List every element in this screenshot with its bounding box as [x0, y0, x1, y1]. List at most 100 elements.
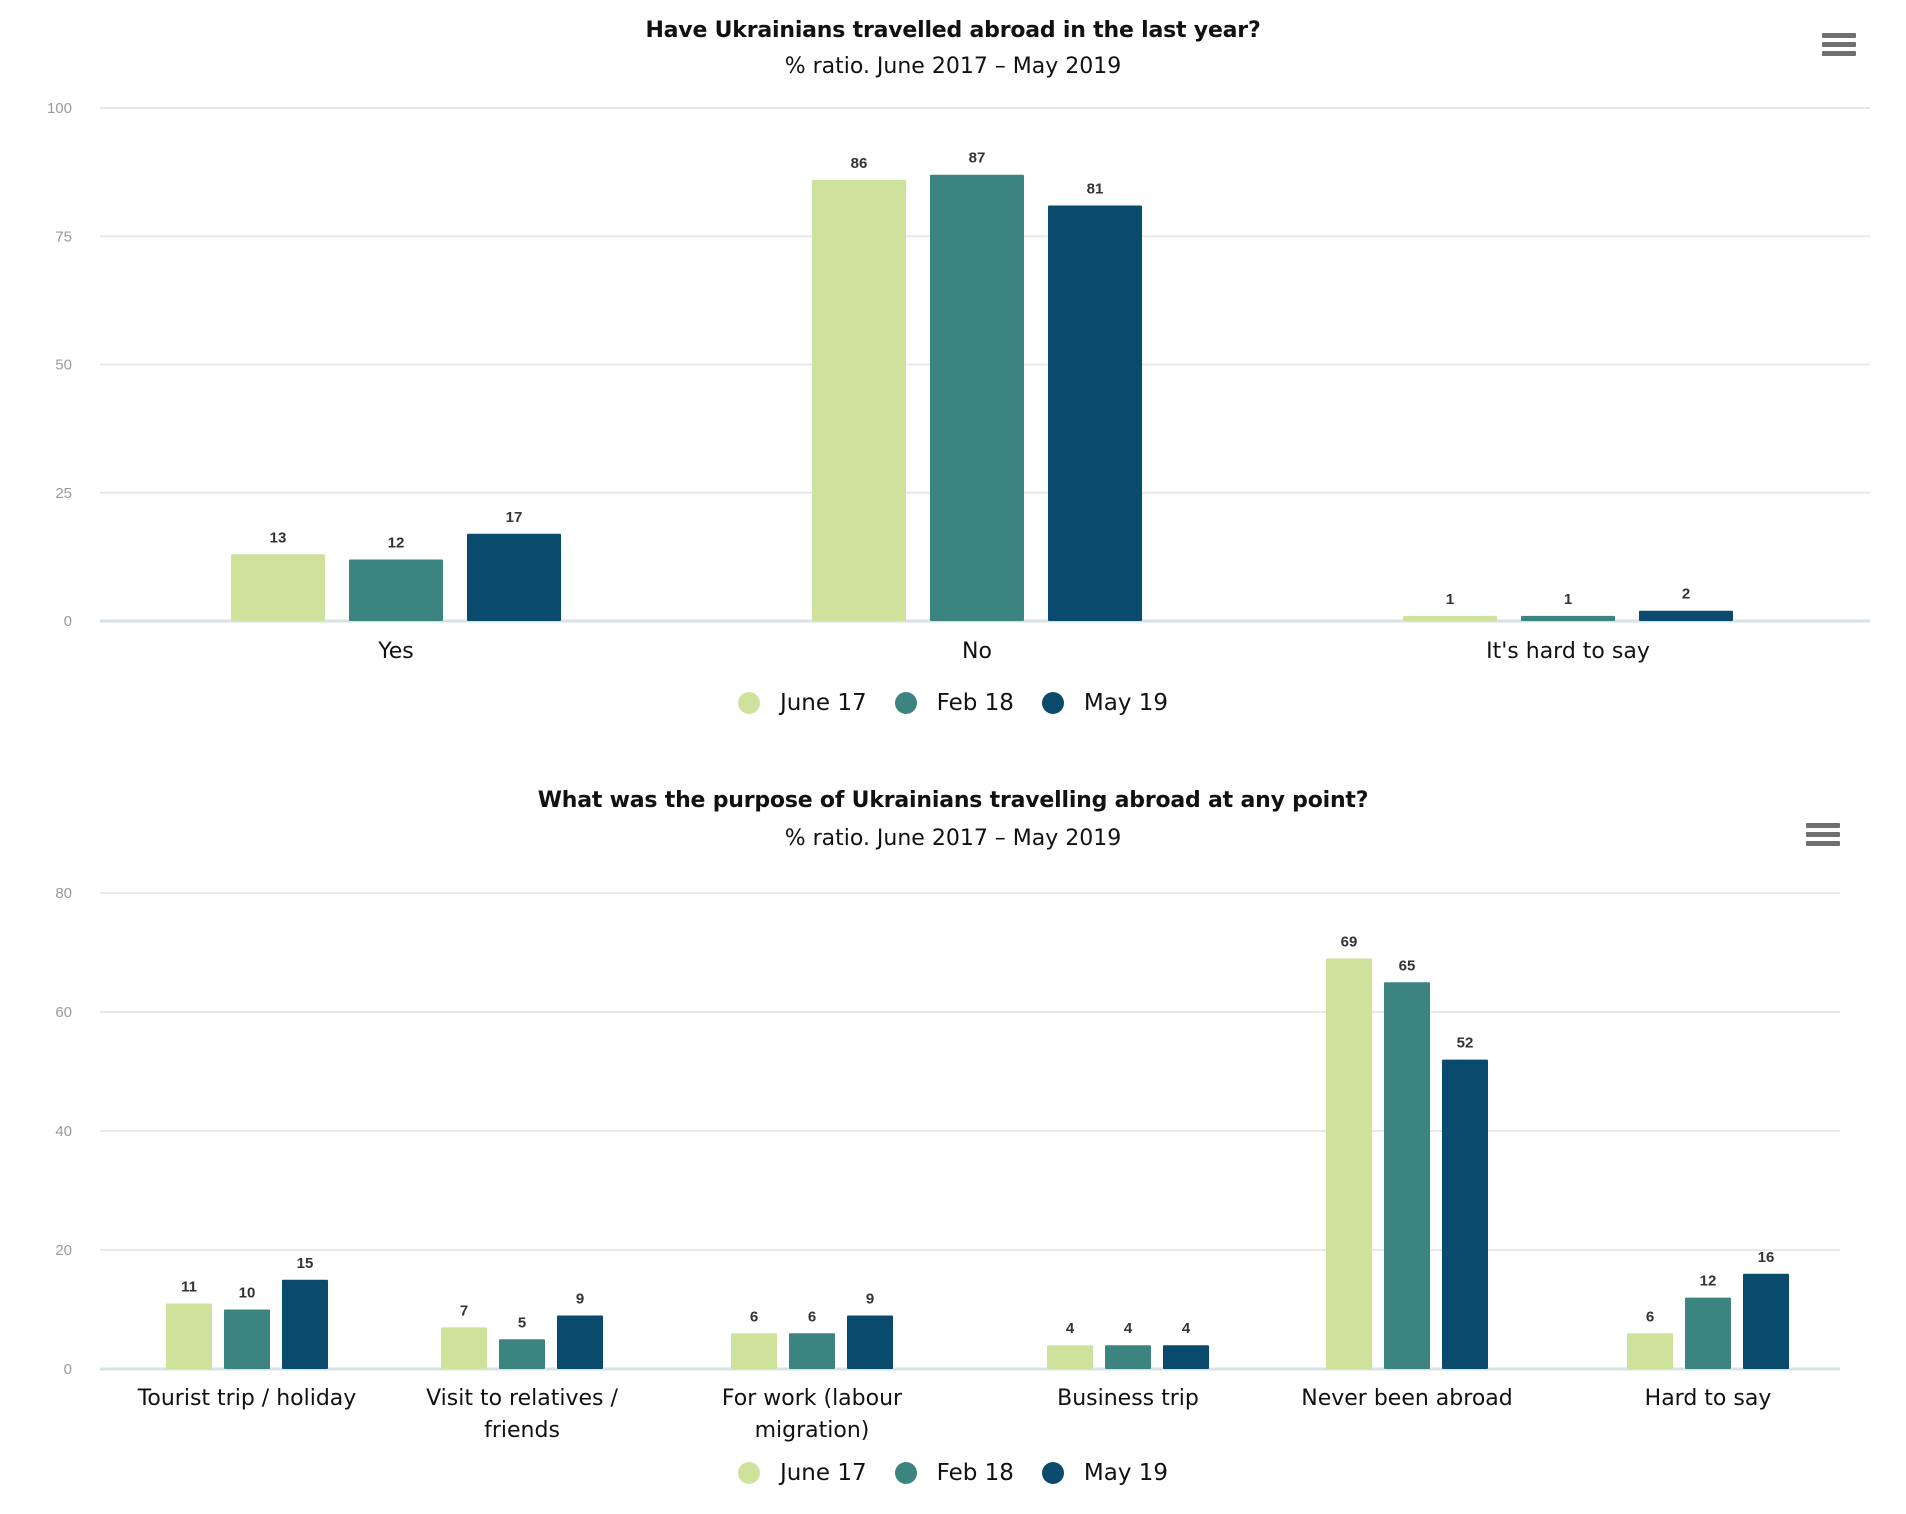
x-category-label-line: Tourist trip / holiday: [137, 1386, 357, 1411]
legend-dot-icon: [1041, 1462, 1064, 1484]
x-category-label: Hard to say: [1645, 1386, 1772, 1411]
x-category-label: Visit to relatives / friends: [426, 1386, 618, 1443]
x-category-label-line: Visit to relatives /: [426, 1386, 618, 1411]
bar: [1639, 610, 1733, 621]
data-label: 69: [1341, 933, 1358, 950]
x-category-label: For work (labour migration): [722, 1386, 903, 1443]
bar: [499, 1339, 545, 1369]
bar: [1384, 982, 1430, 1369]
x-category-label-line: No: [962, 639, 992, 664]
data-label: 1: [1446, 591, 1454, 608]
bar: [467, 533, 561, 621]
bar: [441, 1327, 487, 1369]
x-category-label: Business trip: [1057, 1386, 1199, 1411]
data-label: 52: [1457, 1035, 1474, 1052]
data-label: 12: [388, 534, 405, 551]
x-category-label-line: migration): [755, 1418, 870, 1443]
bar: [1627, 1333, 1673, 1369]
legend-dot-icon: [737, 1462, 760, 1484]
data-label: 11: [181, 1279, 197, 1296]
y-tick-label: 80: [55, 885, 72, 902]
y-tick-label: 50: [55, 357, 72, 374]
hamburger-menu-icon[interactable]: [1822, 33, 1856, 61]
chart-legend: June 17 Feb 18 May 19: [0, 690, 1906, 716]
chart-travel-purpose: What was the purpose of Ukrainians trave…: [0, 770, 1906, 1514]
y-tick-label: 25: [55, 485, 72, 502]
data-label: 65: [1399, 957, 1416, 974]
data-label: 2: [1682, 586, 1690, 603]
data-label: 13: [270, 529, 287, 546]
legend-dot-icon: [737, 692, 760, 714]
data-label: 6: [1646, 1308, 1654, 1325]
x-category-label-line: Never been abroad: [1301, 1386, 1512, 1411]
x-category-label: Never been abroad: [1301, 1386, 1512, 1411]
bar: [1685, 1297, 1731, 1369]
bar: [1403, 615, 1497, 621]
bar: [1047, 1345, 1093, 1369]
bar: [224, 1309, 270, 1369]
y-tick-label: 40: [55, 1123, 72, 1140]
x-category-label-line: Business trip: [1057, 1386, 1199, 1411]
bar: [557, 1315, 603, 1369]
x-category-label-line: For work (labour: [722, 1386, 903, 1411]
legend-dot-icon: [1041, 692, 1064, 714]
x-category-label-line: Yes: [377, 639, 414, 664]
data-label: 1: [1564, 591, 1572, 608]
data-label: 12: [1700, 1273, 1717, 1290]
legend-label: Feb 18: [936, 1460, 1014, 1486]
legend-item-may-19[interactable]: May 19: [1041, 690, 1168, 716]
y-tick-label: 100: [47, 100, 72, 117]
data-label: 4: [1182, 1320, 1191, 1337]
bar: [1521, 615, 1615, 621]
data-label: 4: [1124, 1320, 1133, 1337]
legend-item-may-19[interactable]: May 19: [1041, 1460, 1169, 1486]
legend-item-june-17[interactable]: June 17: [737, 1460, 867, 1486]
bar: [282, 1279, 328, 1369]
y-tick-label: 75: [55, 228, 72, 245]
data-label: 86: [851, 155, 868, 172]
data-label: 9: [866, 1290, 874, 1307]
chart-subtitle: % ratio. June 2017 – May 2019: [784, 54, 1122, 79]
bar: [1442, 1059, 1488, 1369]
x-category-label-line: It's hard to say: [1486, 639, 1650, 664]
chart-title: What was the purpose of Ukrainians trave…: [537, 788, 1369, 813]
bar: [789, 1333, 835, 1369]
y-tick-label: 0: [64, 613, 72, 630]
bar: [1326, 958, 1372, 1369]
bar: [1163, 1345, 1209, 1369]
legend-item-feb-18[interactable]: Feb 18: [894, 690, 1014, 716]
x-category-label-line: Hard to say: [1645, 1386, 1772, 1411]
data-label: 5: [518, 1314, 526, 1331]
hamburger-menu-icon[interactable]: [1806, 823, 1840, 851]
chart-travelled-abroad: Have Ukrainians travelled abroad in the …: [0, 18, 1906, 716]
data-label: 4: [1066, 1320, 1075, 1337]
y-tick-label: 20: [55, 1242, 72, 1259]
legend-label: May 19: [1083, 1460, 1169, 1486]
x-category-label: No: [962, 639, 992, 664]
bar: [349, 559, 443, 621]
y-tick-label: 60: [55, 1004, 72, 1021]
bar: [1105, 1345, 1151, 1369]
legend-label: June 17: [779, 690, 867, 716]
chart-legend: June 17 Feb 18 May 19: [0, 1460, 1906, 1486]
data-label: 7: [460, 1302, 468, 1319]
data-label: 10: [239, 1285, 256, 1302]
legend-label: Feb 18: [936, 690, 1014, 716]
chart-subtitle: % ratio. June 2017 – May 2019: [784, 826, 1122, 851]
bar: [847, 1315, 893, 1369]
data-label: 81: [1087, 180, 1104, 197]
bar: [166, 1303, 212, 1369]
bar: [731, 1333, 777, 1369]
legend-item-june-17[interactable]: June 17: [737, 690, 867, 716]
data-label: 15: [297, 1255, 314, 1272]
data-label: 17: [506, 509, 523, 526]
x-category-label: It's hard to say: [1486, 639, 1650, 664]
data-label: 87: [969, 150, 986, 167]
y-tick-label: 0: [64, 1361, 72, 1378]
bar: [930, 174, 1024, 621]
x-category-label-line: friends: [484, 1418, 560, 1443]
legend-item-feb-18[interactable]: Feb 18: [894, 1460, 1014, 1486]
data-label: 6: [750, 1308, 758, 1325]
bar: [1048, 205, 1142, 621]
